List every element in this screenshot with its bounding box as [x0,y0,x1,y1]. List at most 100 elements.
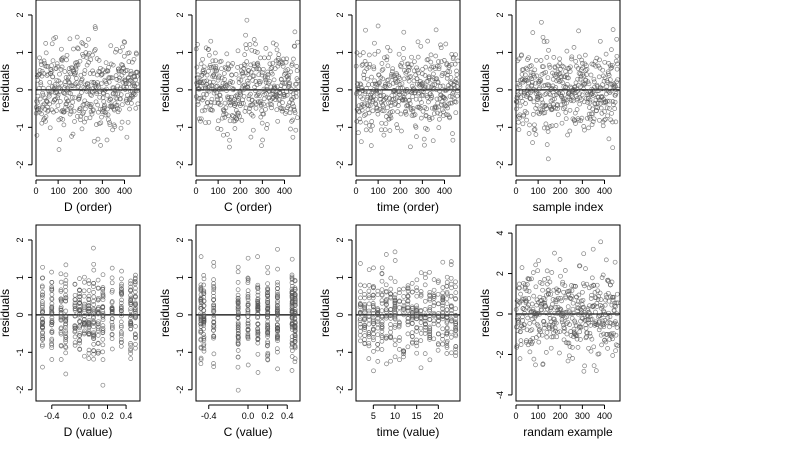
data-point [444,330,450,336]
data-point [388,329,393,335]
data-point [235,354,241,360]
data-point [449,303,454,309]
data-point [444,289,450,295]
data-point [558,273,563,279]
data-point [49,357,55,362]
data-point [410,106,416,111]
data-point [248,69,254,75]
data-point [534,103,540,108]
data-point [68,91,73,96]
data-point [435,100,441,106]
data-point [128,326,134,332]
data-point [366,52,372,58]
data-point [564,100,569,106]
data-point [405,288,411,294]
x-tick-label: 300 [415,186,430,196]
data-point [125,119,131,125]
data-point [418,43,424,49]
data-point [358,301,363,307]
data-point [40,90,45,96]
y-tick-label: -4 [495,391,505,399]
data-point [535,311,540,317]
data-point [77,323,83,329]
data-point [392,292,398,297]
data-point [612,300,618,306]
data-point [527,321,533,326]
data-point [444,283,450,289]
data-point [427,329,433,335]
data-point [425,38,431,44]
data-point [361,75,367,81]
data-point [438,45,444,51]
data-point [576,117,582,123]
data-point [260,66,266,72]
data-point [118,337,124,343]
data-point [86,309,92,314]
data-point [86,311,92,317]
data-point [518,291,523,297]
data-point [379,324,385,330]
data-point [395,109,400,115]
data-point [388,109,393,115]
data-point [245,294,251,299]
data-point [264,126,269,131]
data-point [581,73,587,79]
data-point [108,97,113,102]
x-tick-label: 100 [371,186,386,196]
data-point [579,92,585,98]
data-point [231,96,237,102]
data-point [357,318,363,324]
data-point [440,71,446,76]
data-point [57,137,63,143]
data-point [43,119,48,124]
data-point [401,55,406,61]
data-point [552,319,558,325]
data-point [234,116,240,122]
data-point [58,271,64,277]
data-point [126,50,132,56]
data-point [269,71,275,77]
data-point [414,303,419,309]
data-point [100,328,106,333]
data-point [260,70,265,75]
data-point [448,281,454,287]
data-point [530,112,536,117]
data-point [405,307,411,313]
data-point [414,340,419,346]
x-tick-label: 400 [437,186,452,196]
data-point [91,336,97,342]
data-point [235,292,241,298]
data-point [362,91,368,97]
data-point [109,316,115,322]
data-point [382,55,387,61]
data-point [515,95,521,100]
data-point [283,59,289,65]
data-point [362,303,368,309]
data-point [95,326,101,332]
data-point [113,91,119,96]
data-point [50,74,56,80]
data-point [293,87,298,93]
y-axis-label: residuals [0,64,12,112]
data-point [429,115,435,121]
data-point [243,42,249,48]
data-point [545,129,551,134]
data-point [127,88,133,94]
data-point [64,57,69,63]
data-point [205,100,211,106]
data-point [206,52,212,58]
data-point [578,67,584,72]
data-point [397,320,402,326]
data-point [604,105,610,111]
data-point [245,291,251,297]
y-tick-label: 1 [335,50,345,55]
data-point [254,82,260,88]
data-point [109,289,115,295]
data-point [453,323,459,328]
data-point [109,336,115,341]
data-point [133,294,138,300]
data-point [401,46,406,51]
data-point [46,88,52,94]
data-point [530,30,536,35]
